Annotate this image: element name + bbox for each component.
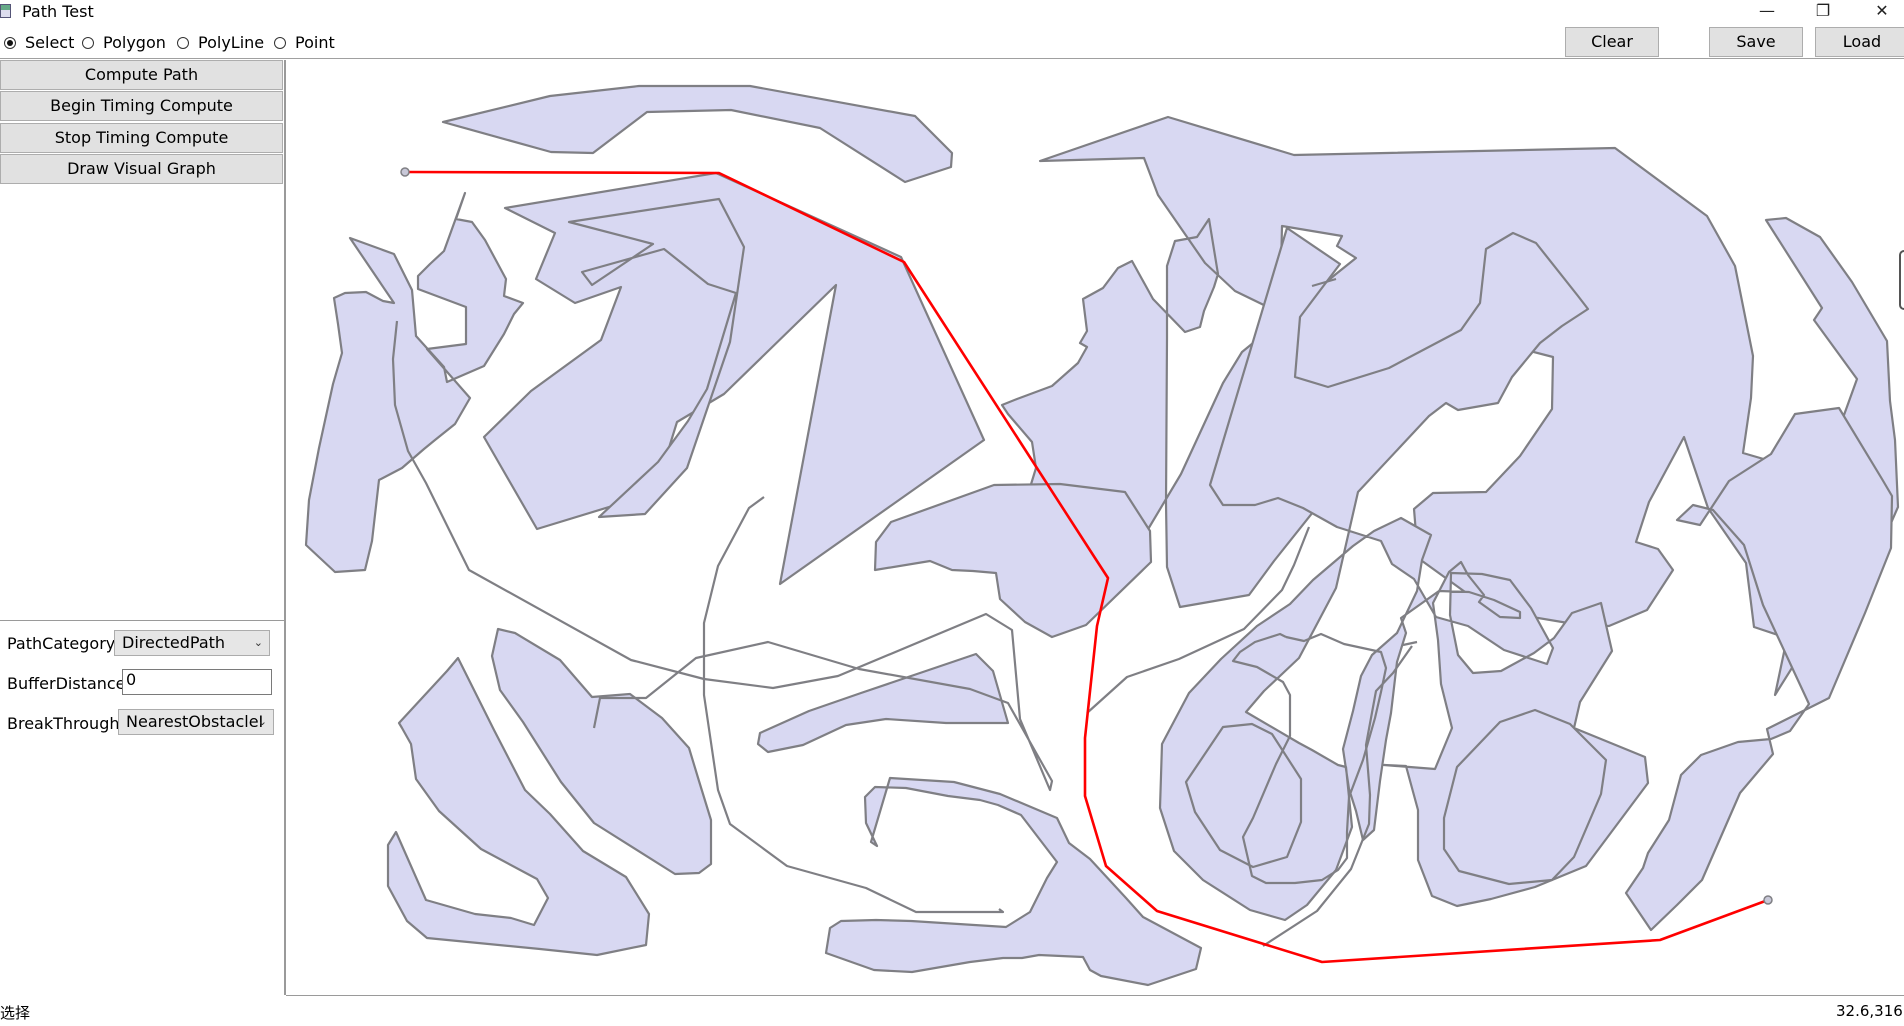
obstacle-polygon (490, 627, 713, 876)
break-through-label: BreakThrough: (7, 714, 125, 733)
app-icon (0, 4, 11, 18)
status-bar: 选择 32.6,316.8 (0, 998, 1904, 1026)
obstacle-polygon (386, 656, 651, 957)
obstacle-polygon (304, 191, 525, 574)
minimize-icon[interactable]: — (1759, 1, 1775, 20)
buffer-distance-input[interactable]: 0 (122, 669, 272, 695)
status-coordinates: 32.6,316.8 (1836, 1002, 1904, 1020)
canvas-bottom-divider (286, 995, 1904, 996)
path-category-value: DirectedPath (122, 633, 226, 652)
obstacle-polygon (824, 776, 1203, 987)
obstacle-polygon (567, 197, 746, 519)
close-icon[interactable]: ✕ (1875, 1, 1889, 20)
toolbar-divider (0, 58, 1904, 59)
left-panel: Compute Path Begin Timing Compute Stop T… (0, 60, 286, 995)
break-through-select[interactable]: NearestObstacleI ⌄ (118, 709, 274, 735)
obstacle-polyline (1262, 645, 1413, 947)
status-mode-text: 选择 (0, 1004, 31, 1022)
path-category-label: PathCategory: (7, 634, 120, 653)
obstacle-polygon (873, 482, 1153, 639)
obstacle-polyline (1231, 632, 1388, 885)
computed-path (405, 170, 1769, 964)
scroll-handle[interactable] (1899, 250, 1904, 310)
load-button[interactable]: Load (1815, 27, 1904, 57)
end-point (1763, 895, 1773, 905)
start-point (400, 167, 410, 177)
compute-path-button[interactable]: Compute Path (0, 60, 283, 90)
chevron-down-icon: ⌄ (257, 715, 267, 728)
obstacle-polygon (1442, 708, 1608, 886)
obstacle-polygon (482, 171, 986, 586)
obstacle-polygon (1624, 406, 1894, 932)
obstacle-polyline (391, 320, 1054, 792)
chevron-down-icon: ⌄ (253, 636, 263, 649)
radio-unselected-icon (82, 36, 94, 49)
clear-button[interactable]: Clear (1565, 27, 1659, 57)
mode-select-radio[interactable]: Select (4, 33, 74, 52)
buffer-distance-label: BufferDistance: (7, 674, 131, 693)
restore-icon[interactable]: ❐ (1815, 1, 1831, 20)
obstacle-polyline (702, 496, 1005, 914)
obstacle-polyline (1086, 526, 1311, 714)
break-through-value: NearestObstacleI (126, 712, 264, 731)
mode-polygon-label: Polygon (103, 33, 166, 52)
obstacle-polygon (441, 84, 954, 184)
mode-polyline-radio[interactable]: PolyLine (177, 33, 264, 52)
toolbar: Select Polygon PolyLine Point (0, 26, 1904, 58)
mode-polyline-label: PolyLine (198, 33, 265, 52)
mode-point-radio[interactable]: Point (274, 33, 335, 52)
obstacle-polyline (1311, 277, 1337, 288)
window-title: Path Test (22, 2, 94, 21)
stop-timing-compute-button[interactable]: Stop Timing Compute (0, 123, 283, 153)
radio-unselected-icon (177, 36, 189, 49)
obstacle-polygon (1184, 722, 1303, 869)
path-category-select[interactable]: DirectedPath ⌄ (114, 630, 270, 656)
begin-timing-compute-button[interactable]: Begin Timing Compute (0, 91, 283, 121)
mode-point-label: Point (295, 33, 335, 52)
panel-divider (0, 620, 284, 621)
obstacle-map[interactable] (286, 60, 1904, 995)
radio-selected-icon (4, 36, 16, 49)
obstacle-polyline (1402, 640, 1418, 647)
radio-unselected-icon (274, 36, 286, 49)
save-button[interactable]: Save (1709, 27, 1803, 57)
map-canvas[interactable] (286, 60, 1904, 995)
title-bar: Path Test — ❐ ✕ (0, 0, 1904, 24)
draw-visual-graph-button[interactable]: Draw Visual Graph (0, 154, 283, 184)
mode-polygon-radio[interactable]: Polygon (82, 33, 166, 52)
mode-select-label: Select (25, 33, 75, 52)
obstacle-polygon (756, 652, 1010, 754)
